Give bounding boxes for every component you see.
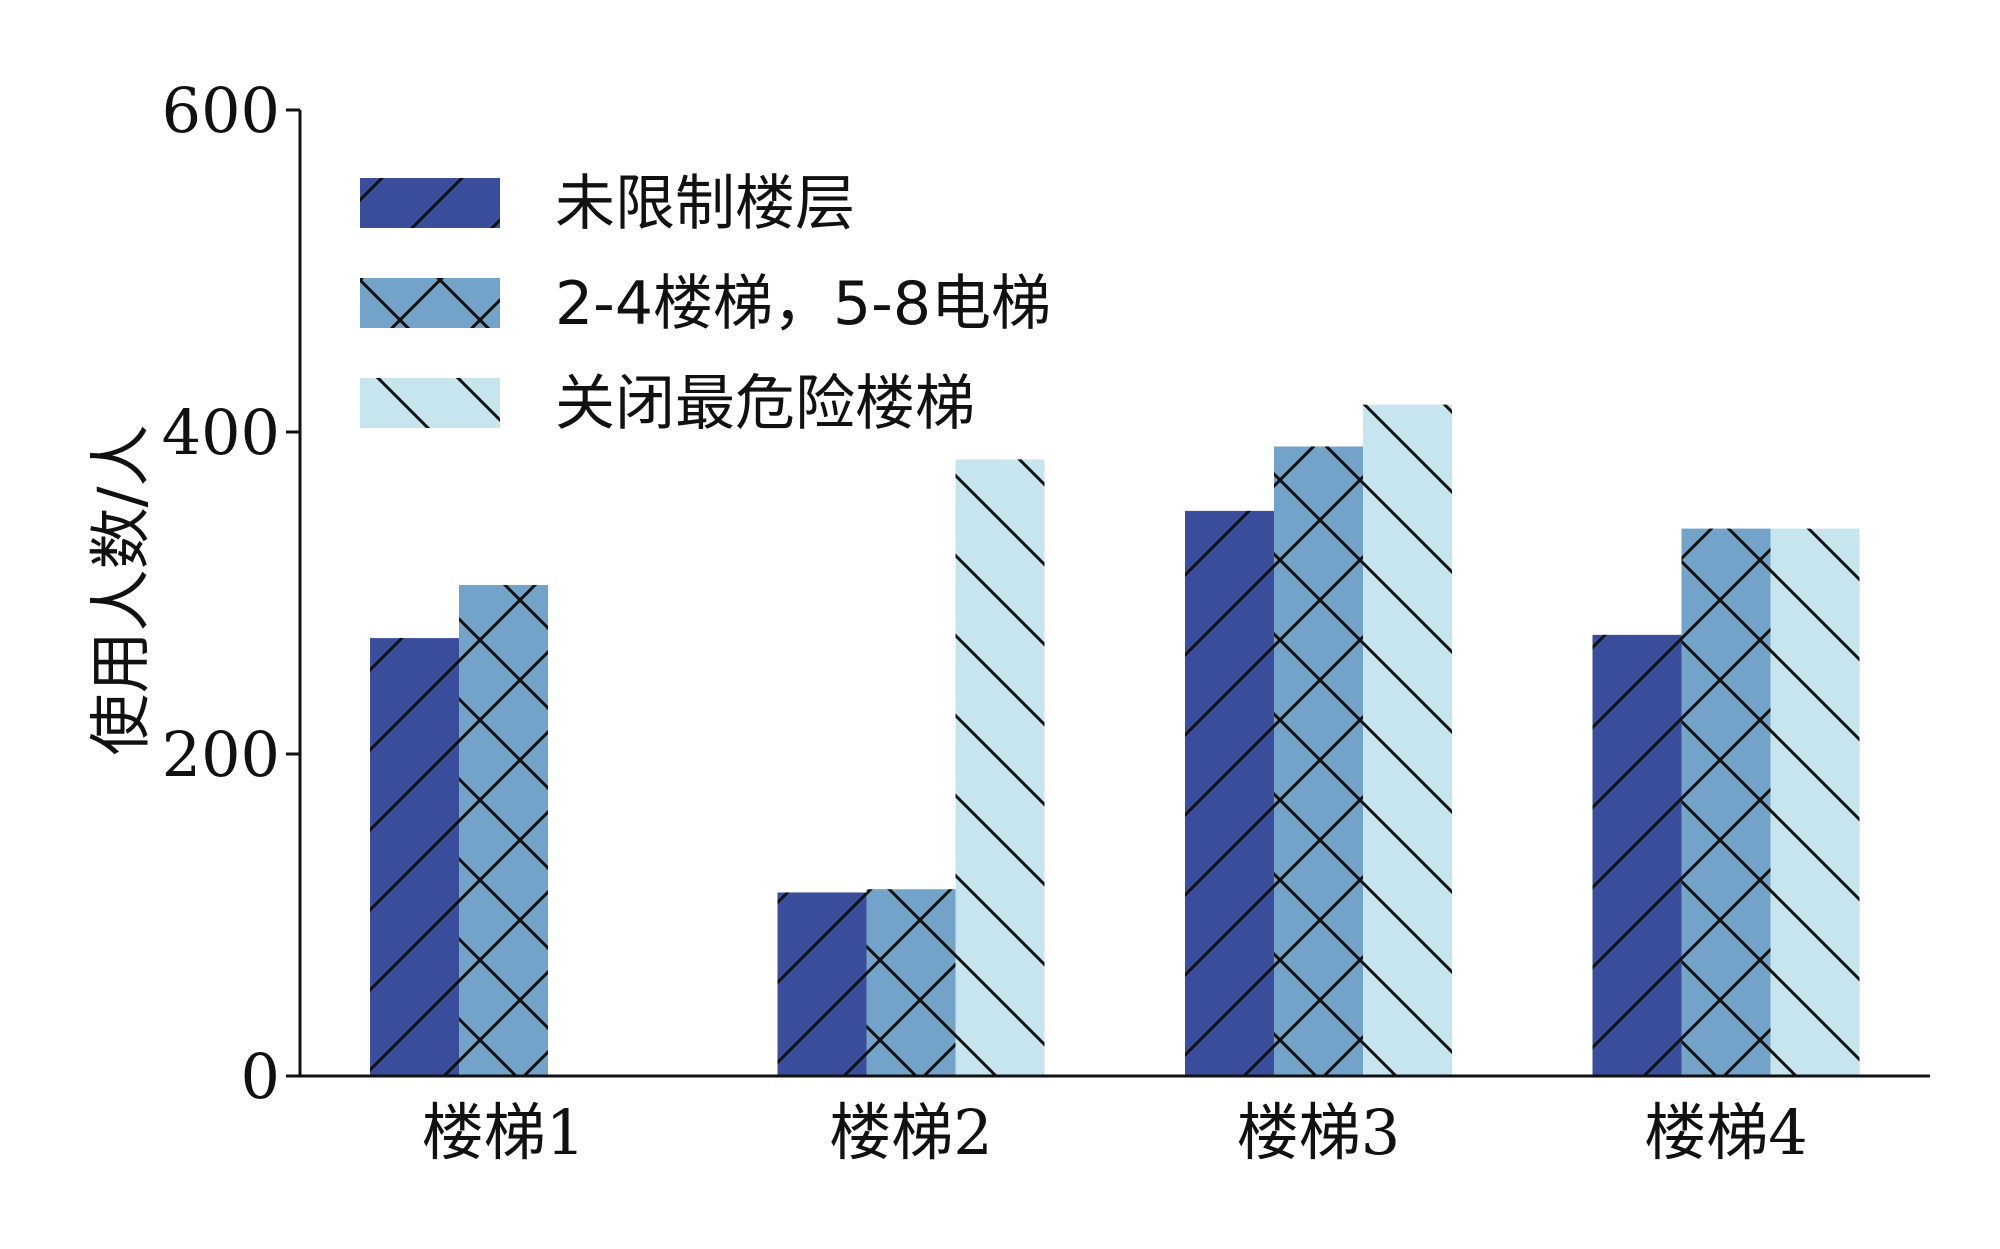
bar-4-series-1 bbox=[1592, 634, 1682, 1076]
legend-label: 关闭最危险楼梯 bbox=[555, 369, 975, 439]
bar-3-series-3 bbox=[1363, 404, 1452, 1076]
bar-1-series-2 bbox=[459, 584, 548, 1076]
legend-label: 未限制楼层 bbox=[555, 169, 855, 239]
bar-1-series-1 bbox=[370, 638, 459, 1076]
y-axis-title: 使用人数/人 bbox=[84, 425, 157, 756]
legend-item-1: 未限制楼层 bbox=[360, 169, 855, 239]
bar-2-series-2 bbox=[866, 889, 956, 1076]
bar-2-series-1 bbox=[777, 892, 867, 1076]
x-tick-label: 楼梯2 bbox=[829, 1096, 992, 1169]
x-tick-label: 楼梯1 bbox=[422, 1096, 585, 1169]
legend-item-3: 关闭最危险楼梯 bbox=[360, 369, 975, 439]
y-tick-label: 600 bbox=[162, 74, 280, 147]
bars-layer bbox=[370, 404, 1860, 1076]
bar-2-series-3 bbox=[955, 459, 1045, 1076]
bar-3-series-2 bbox=[1274, 446, 1363, 1076]
bar-3-series-1 bbox=[1185, 510, 1274, 1076]
legend-item-2: 2-4楼梯，5-8电梯 bbox=[360, 269, 1051, 339]
x-tick-label: 楼梯4 bbox=[1644, 1096, 1807, 1169]
x-tick-label: 楼梯3 bbox=[1237, 1096, 1400, 1169]
y-tick-label: 400 bbox=[162, 396, 280, 469]
y-tick-label: 0 bbox=[241, 1040, 280, 1113]
bar-4-series-2 bbox=[1681, 528, 1771, 1076]
legend-label: 2-4楼梯，5-8电梯 bbox=[555, 269, 1051, 339]
axes: 楼梯1 楼梯2 楼梯3 楼梯4 0 200 400 600 bbox=[162, 74, 1930, 1169]
bar-4-series-3 bbox=[1770, 528, 1860, 1076]
y-tick-label: 200 bbox=[162, 718, 280, 791]
